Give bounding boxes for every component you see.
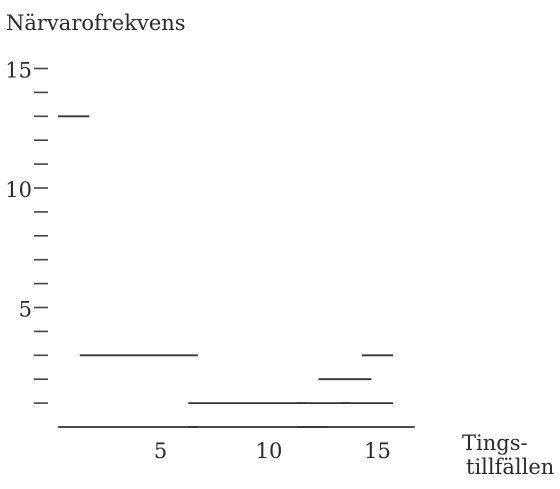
x-tick-labels: 5 10 15 [154, 439, 391, 463]
y-tick-label: 10 [5, 178, 32, 202]
x-tick-label: 10 [256, 439, 283, 463]
y-tick-labels: 5 10 15 [5, 59, 32, 322]
y-tick-label: 15 [5, 59, 32, 83]
x-tick-label: 15 [364, 439, 391, 463]
y-tick-label: 5 [19, 298, 32, 322]
y-axis-ticks [34, 67, 48, 404]
data-segments [58, 115, 415, 428]
x-axis-label-line1: Tings- [462, 431, 528, 455]
y-axis-label: Närvarofrekvens [6, 11, 186, 35]
x-tick-label: 5 [154, 439, 167, 463]
x-axis-label-line2: tillfällen [466, 455, 554, 479]
